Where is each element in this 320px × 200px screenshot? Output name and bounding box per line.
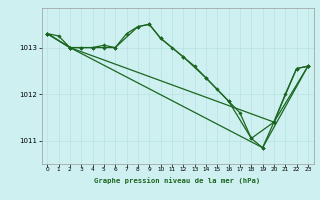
X-axis label: Graphe pression niveau de la mer (hPa): Graphe pression niveau de la mer (hPa) bbox=[94, 177, 261, 184]
